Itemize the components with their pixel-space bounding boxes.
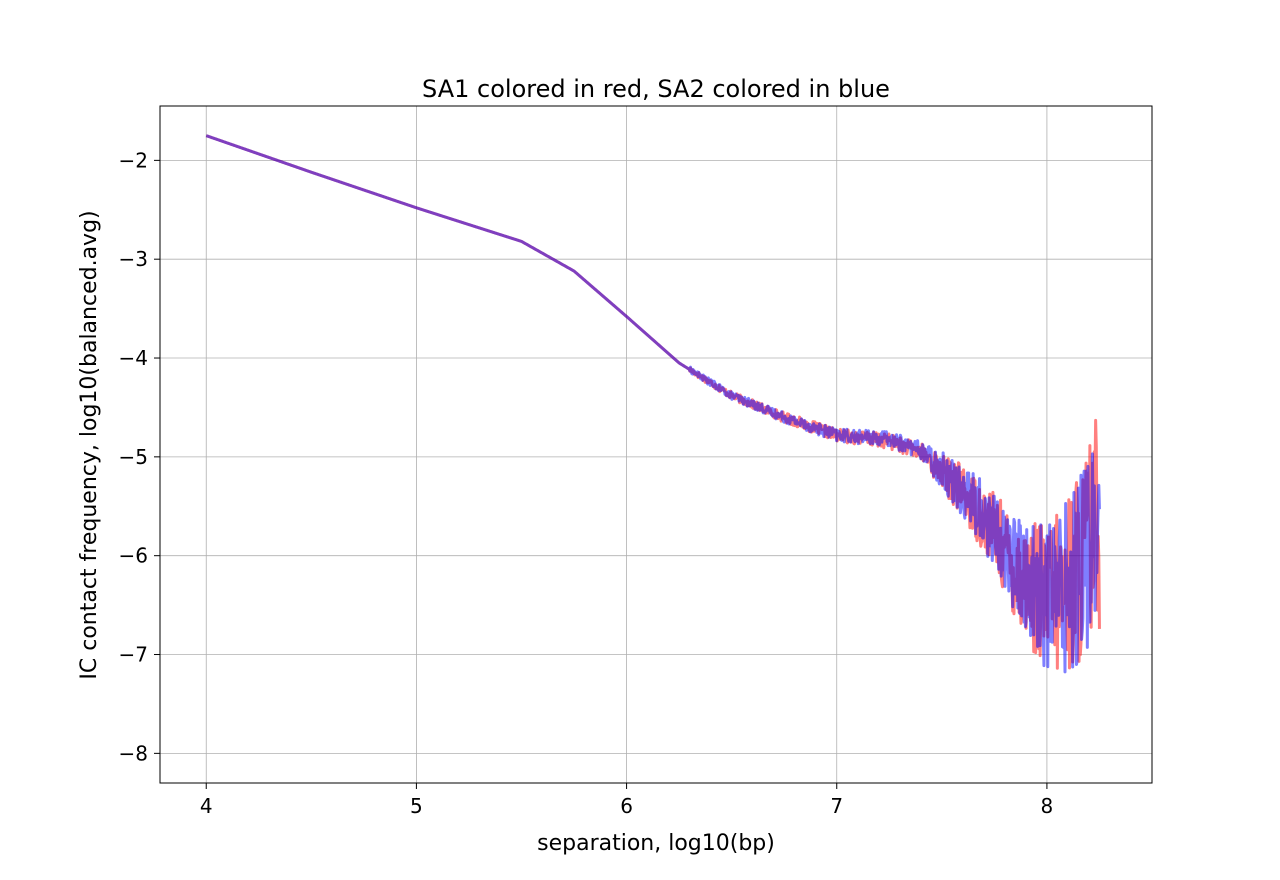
x-tick-label: 6 xyxy=(620,794,633,818)
y-tick-label: −8 xyxy=(119,741,148,765)
y-tick-label: −7 xyxy=(119,643,148,667)
grid xyxy=(160,106,1152,783)
y-axis-title: IC contact frequency, log10(balanced.avg… xyxy=(77,210,102,679)
y-tick-label: −2 xyxy=(119,148,148,172)
x-axis-title: separation, log10(bp) xyxy=(537,831,775,856)
y-tick-label: −6 xyxy=(119,544,148,568)
axis-ticks: 4 5 6 7 8 −8 −7 −6 −5 −4 −3 −2 xyxy=(119,148,1054,818)
x-tick-label: 7 xyxy=(830,794,843,818)
series-line-sa1 xyxy=(205,134,1101,670)
x-tick-label: 8 xyxy=(1041,794,1054,818)
y-tick-label: −3 xyxy=(119,247,148,271)
plot-frame xyxy=(159,105,1153,784)
series-area xyxy=(205,134,1101,674)
y-tick-label: −5 xyxy=(119,445,148,469)
x-tick-label: 5 xyxy=(410,794,423,818)
chart-title: SA1 colored in red, SA2 colored in blue xyxy=(422,75,890,103)
y-tick-label: −4 xyxy=(119,346,148,370)
series-line-sa2 xyxy=(205,134,1101,674)
x-tick-label: 4 xyxy=(200,794,213,818)
